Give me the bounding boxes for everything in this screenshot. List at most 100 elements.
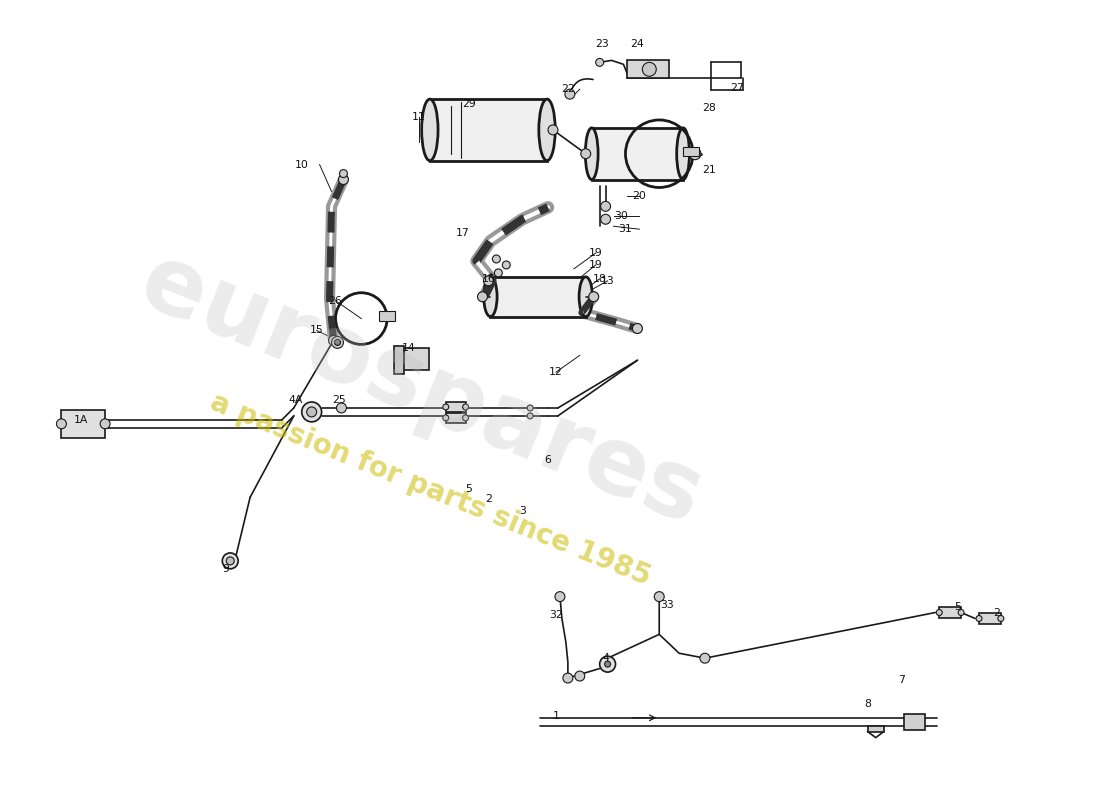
Circle shape [689,148,701,160]
Circle shape [334,339,341,346]
Circle shape [527,405,534,411]
Text: 19: 19 [588,260,603,270]
Circle shape [339,174,349,185]
Circle shape [329,335,339,346]
Text: 10: 10 [295,160,309,170]
Ellipse shape [676,128,690,179]
Bar [446,413,465,423]
Text: eurospares: eurospares [126,235,715,545]
Ellipse shape [539,99,556,161]
Text: 9: 9 [223,564,230,574]
Circle shape [700,654,710,663]
Text: 29: 29 [462,99,475,109]
Circle shape [527,413,534,419]
Text: a passion for parts since 1985: a passion for parts since 1985 [207,388,656,591]
Circle shape [493,255,500,263]
Text: 1A: 1A [74,415,88,425]
Text: 2: 2 [485,494,492,504]
Text: 20: 20 [632,191,647,202]
Text: 15: 15 [310,326,323,335]
Circle shape [556,592,565,602]
Text: 25: 25 [332,395,346,405]
Text: 5: 5 [954,602,960,611]
Text: 16: 16 [482,274,495,284]
Text: 11: 11 [412,112,426,122]
Ellipse shape [484,277,497,317]
Circle shape [222,553,239,569]
Text: 31: 31 [618,224,632,234]
Ellipse shape [579,277,593,317]
Text: 22: 22 [561,84,574,94]
Bar [868,726,883,732]
Text: 14: 14 [403,343,416,354]
Circle shape [484,276,494,286]
Text: 12: 12 [549,367,563,377]
Circle shape [632,323,642,334]
Circle shape [503,261,510,269]
Ellipse shape [421,99,438,161]
Text: 26: 26 [329,296,342,306]
Circle shape [548,125,558,135]
Circle shape [601,202,610,211]
Text: 1: 1 [552,710,560,721]
Circle shape [588,292,598,302]
Text: 7: 7 [898,675,905,685]
Circle shape [642,62,657,76]
Circle shape [100,419,110,429]
Circle shape [998,615,1004,622]
Text: 4A: 4A [288,395,302,405]
Bar [62,410,106,438]
Text: 28: 28 [702,103,716,113]
Circle shape [463,404,469,410]
Text: 13: 13 [601,276,615,286]
Text: 8: 8 [865,699,871,709]
Text: 19: 19 [588,248,603,258]
Bar [627,60,669,78]
Text: 33: 33 [660,599,674,610]
Bar [592,128,683,179]
Bar [979,613,1001,625]
Circle shape [601,214,610,224]
Bar [683,146,698,156]
Text: 18: 18 [593,274,606,284]
Circle shape [654,592,664,602]
Text: 21: 21 [702,165,716,174]
Bar [402,348,429,370]
Circle shape [565,89,575,99]
Text: 5: 5 [465,484,472,494]
Text: 2: 2 [993,607,1000,618]
Circle shape [605,661,610,667]
Bar [446,402,465,412]
Bar [394,346,404,374]
Bar [903,714,925,730]
Bar [430,99,547,161]
Circle shape [463,415,469,421]
Circle shape [307,407,317,417]
Circle shape [340,170,348,178]
Circle shape [958,610,964,615]
Circle shape [976,615,982,622]
Circle shape [494,269,503,277]
Bar [491,277,585,317]
Circle shape [575,671,585,681]
Circle shape [301,402,321,422]
Text: 27: 27 [729,83,744,93]
Text: 17: 17 [455,228,470,238]
Text: 23: 23 [595,39,608,50]
Circle shape [331,337,343,348]
Circle shape [442,404,449,410]
Bar [939,606,961,618]
Circle shape [936,610,943,615]
Circle shape [227,557,234,565]
Circle shape [600,656,616,672]
Circle shape [596,58,604,66]
Text: 3: 3 [519,506,526,516]
Text: 4: 4 [602,653,609,663]
Circle shape [442,415,449,421]
Circle shape [56,419,66,429]
Text: 32: 32 [549,610,563,619]
Ellipse shape [585,128,598,179]
Bar [379,310,395,321]
Circle shape [581,149,591,158]
Text: 30: 30 [615,211,628,222]
